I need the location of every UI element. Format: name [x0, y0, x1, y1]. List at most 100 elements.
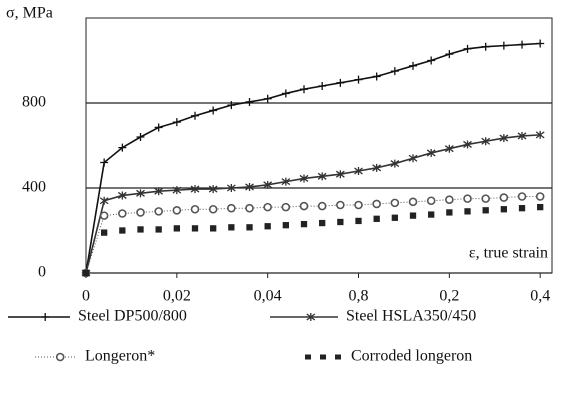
marker	[446, 209, 453, 216]
marker	[372, 163, 382, 172]
marker	[118, 143, 127, 152]
marker	[390, 67, 399, 76]
plot-frame	[85, 17, 553, 274]
marker	[172, 118, 181, 127]
marker	[317, 201, 327, 211]
marker	[191, 225, 199, 232]
marker	[137, 226, 144, 233]
marker	[172, 186, 182, 195]
marker	[172, 206, 182, 215]
marker	[499, 41, 508, 50]
marker	[318, 82, 327, 90]
marker	[354, 167, 363, 175]
marker	[481, 42, 490, 51]
marker	[481, 194, 490, 203]
marker	[210, 225, 217, 232]
marker	[227, 203, 236, 213]
marker	[245, 97, 254, 106]
marker	[463, 140, 472, 149]
legend-marker	[41, 313, 50, 321]
legend-label: Corroded longeron	[351, 348, 472, 365]
x-tick-label: 0,02	[163, 288, 191, 305]
marker	[335, 170, 345, 179]
marker	[263, 180, 273, 189]
marker	[99, 211, 109, 220]
marker	[155, 226, 162, 233]
marker	[117, 191, 127, 200]
marker	[500, 206, 508, 213]
marker	[136, 189, 145, 198]
marker	[445, 195, 454, 204]
marker	[372, 72, 381, 81]
marker	[354, 200, 363, 210]
marker	[426, 196, 436, 206]
marker	[319, 219, 326, 227]
marker	[408, 197, 418, 207]
marker	[227, 101, 236, 110]
marker	[299, 201, 309, 211]
marker	[391, 214, 398, 221]
series-line	[85, 42, 541, 274]
marker	[300, 85, 309, 94]
marker	[246, 224, 253, 231]
marker	[154, 187, 164, 196]
marker	[226, 184, 236, 192]
marker	[444, 144, 454, 153]
legend-label: Steel HSLA350/450	[346, 308, 476, 325]
marker	[517, 131, 527, 140]
legend-swatch	[320, 354, 326, 360]
marker	[190, 185, 200, 194]
marker	[408, 154, 418, 163]
marker	[118, 209, 127, 218]
marker	[173, 225, 180, 232]
marker	[281, 177, 291, 186]
x-tick-label: 0,4	[530, 288, 550, 305]
legend-label: Steel DP500/800	[78, 308, 187, 325]
marker	[191, 111, 200, 120]
y-tick-label: 0	[38, 264, 46, 281]
marker	[82, 269, 90, 277]
marker	[209, 106, 218, 115]
marker	[208, 185, 218, 194]
marker	[373, 215, 380, 222]
marker	[518, 40, 527, 49]
marker	[409, 212, 417, 219]
marker	[281, 89, 290, 98]
marker	[537, 203, 544, 211]
marker	[355, 217, 362, 225]
marker	[100, 158, 109, 167]
marker	[282, 222, 289, 229]
marker	[517, 192, 527, 201]
marker	[518, 205, 526, 212]
marker	[336, 78, 345, 87]
marker	[481, 137, 491, 146]
marker	[299, 174, 309, 183]
x-axis-label: ε, true strain	[469, 245, 548, 262]
marker	[390, 159, 400, 168]
marker	[245, 182, 254, 191]
marker	[354, 75, 363, 84]
marker	[263, 202, 272, 212]
marker	[190, 204, 200, 214]
marker	[300, 220, 308, 228]
marker	[336, 200, 345, 210]
marker	[463, 194, 472, 203]
marker	[464, 208, 471, 215]
marker	[499, 134, 509, 143]
legend-label: Longeron*	[85, 348, 155, 365]
marker	[281, 202, 291, 212]
marker	[482, 207, 489, 214]
marker	[208, 204, 218, 214]
marker	[101, 229, 108, 236]
legend-swatch	[335, 354, 341, 360]
series-line	[85, 134, 541, 274]
marker	[337, 218, 344, 226]
legend-swatch	[305, 354, 311, 360]
marker	[426, 148, 436, 157]
marker	[499, 193, 509, 202]
marker	[428, 211, 435, 218]
x-tick-label: 0	[82, 288, 90, 305]
marker	[536, 39, 545, 48]
marker	[228, 224, 235, 231]
